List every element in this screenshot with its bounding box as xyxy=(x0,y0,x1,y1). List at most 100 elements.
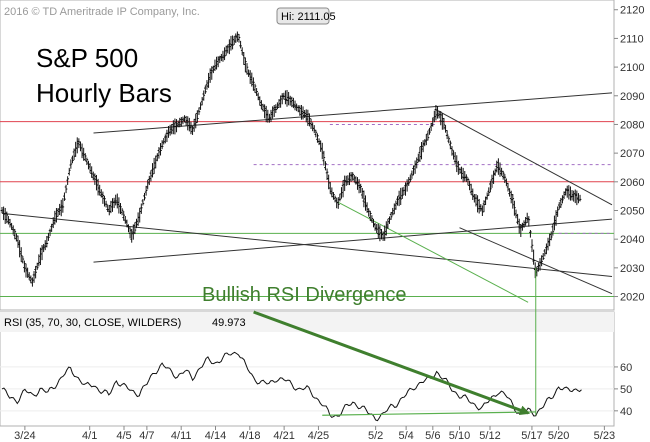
price-bar-45 xyxy=(72,148,76,161)
price-bar-346 xyxy=(554,210,558,226)
price-bar-76 xyxy=(122,211,125,221)
price-bar-75 xyxy=(120,208,124,216)
price-bar-25 xyxy=(40,244,44,261)
price-bar-330 xyxy=(529,229,532,238)
price-bars xyxy=(0,31,582,287)
price-bar-230 xyxy=(368,210,372,221)
price-bar-155 xyxy=(248,70,252,84)
price-bar-298 xyxy=(477,198,481,214)
price-bar-235 xyxy=(376,223,380,239)
price-bar-251 xyxy=(402,186,406,195)
price-bar-265 xyxy=(425,134,428,146)
price-bar-97 xyxy=(156,153,159,162)
price-bar-227 xyxy=(364,195,367,211)
price-bar-142 xyxy=(228,39,231,55)
price-bar-320 xyxy=(513,200,516,216)
price-bar-60 xyxy=(96,178,100,196)
price-bar-211 xyxy=(338,193,342,202)
price-bar-351 xyxy=(562,191,566,199)
price-bar-62 xyxy=(99,189,103,198)
price-bar-303 xyxy=(485,192,489,200)
price-bar-58 xyxy=(93,173,97,185)
high-label: Hi: 2111.05 xyxy=(276,7,336,25)
price-bar-256 xyxy=(410,170,414,179)
price-bar-243 xyxy=(389,211,393,220)
price-bar-101 xyxy=(162,138,166,145)
price-bar-214 xyxy=(343,175,346,192)
price-bar-276 xyxy=(442,117,446,130)
price-bar-294 xyxy=(471,188,475,201)
price-bar-51 xyxy=(82,147,85,161)
price-bar-249 xyxy=(399,187,403,206)
price-bar-96 xyxy=(154,155,158,169)
x-tick-label-7: 4/21 xyxy=(273,430,294,442)
price-bar-196 xyxy=(314,129,318,138)
price-bar-296 xyxy=(474,194,478,207)
divergence-annotation: Bullish RSI Divergence xyxy=(202,284,407,306)
price-bar-254 xyxy=(407,177,411,186)
price-bar-24 xyxy=(39,247,42,266)
price-bar-122 xyxy=(196,110,199,123)
price-bar-112 xyxy=(180,117,183,127)
price-bar-21 xyxy=(34,265,37,279)
price-y-tick-label-8: 2100 xyxy=(620,62,644,74)
price-bar-163 xyxy=(261,103,265,112)
price-bar-239 xyxy=(383,225,386,241)
price-bar-216 xyxy=(346,175,350,186)
price-y-tick-label-10: 2120 xyxy=(620,5,644,17)
price-bar-319 xyxy=(511,194,515,209)
price-bar-89 xyxy=(143,192,146,201)
price-bar-302 xyxy=(484,196,487,205)
price-bar-248 xyxy=(397,190,401,207)
price-bar-202 xyxy=(324,161,327,171)
price-bar-180 xyxy=(288,95,292,106)
price-bar-285 xyxy=(457,160,460,175)
price-bar-161 xyxy=(258,96,262,106)
price-bar-111 xyxy=(178,117,182,128)
high-label-text: Hi: 2111.05 xyxy=(281,11,336,23)
rsi-divergence-line xyxy=(322,411,536,416)
price-bar-328 xyxy=(525,212,529,224)
trendline-0 xyxy=(1,212,613,277)
price-y-tick-label-7: 2090 xyxy=(620,91,644,103)
price-bar-143 xyxy=(229,35,233,51)
price-bar-311 xyxy=(498,162,502,177)
price-bar-278 xyxy=(445,130,449,140)
price-bar-14 xyxy=(23,260,26,273)
price-bar-113 xyxy=(181,116,185,125)
price-bar-92 xyxy=(148,175,151,186)
price-bar-186 xyxy=(298,105,302,116)
price-bar-6 xyxy=(10,222,13,230)
price-bar-67 xyxy=(107,204,111,216)
price-bar-134 xyxy=(215,56,218,70)
price-bar-36 xyxy=(58,203,61,216)
price-bar-10 xyxy=(16,235,20,248)
price-bar-177 xyxy=(284,90,287,105)
price-bar-54 xyxy=(87,160,90,170)
x-tick-label-12: 5/10 xyxy=(449,430,470,442)
price-bar-324 xyxy=(519,223,523,238)
price-bar-293 xyxy=(469,183,473,195)
price-bar-88 xyxy=(141,199,145,206)
price-bar-341 xyxy=(546,237,550,251)
price-bar-331 xyxy=(530,239,534,253)
x-tick-label-6: 4/18 xyxy=(239,430,260,442)
price-bar-126 xyxy=(202,90,206,101)
price-bar-148 xyxy=(237,34,241,43)
price-bar-169 xyxy=(271,106,274,119)
price-bar-192 xyxy=(308,113,311,127)
price-bar-233 xyxy=(373,222,377,231)
price-bar-181 xyxy=(290,96,294,108)
price-bar-105 xyxy=(168,124,172,136)
price-bar-104 xyxy=(167,126,170,138)
price-bar-244 xyxy=(391,207,395,216)
price-bar-182 xyxy=(292,97,295,109)
price-bar-114 xyxy=(183,115,186,123)
x-tick-label-1: 4/1 xyxy=(82,430,97,442)
price-bar-133 xyxy=(213,59,217,71)
price-bar-247 xyxy=(396,196,399,206)
price-bar-266 xyxy=(426,130,430,141)
price-bar-321 xyxy=(514,209,518,219)
price-bar-253 xyxy=(405,179,409,192)
price-bar-95 xyxy=(152,157,156,174)
